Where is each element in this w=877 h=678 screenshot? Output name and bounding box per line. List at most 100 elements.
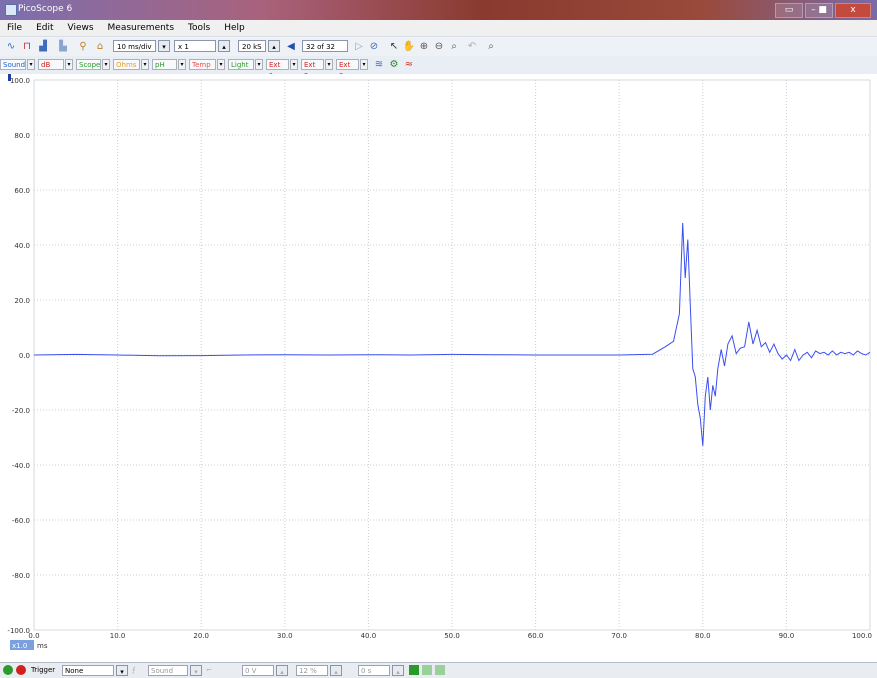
x-tick-label: 80.0 xyxy=(695,632,711,640)
trigger-source-dropdown[interactable]: ▾ xyxy=(190,665,202,676)
spectrum-alt-icon[interactable]: ▙ xyxy=(59,41,67,52)
trigger-label: Trigger xyxy=(31,666,56,674)
channel-ohms-button[interactable]: Ohms xyxy=(113,59,140,70)
menu-edit[interactable]: Edit xyxy=(36,23,54,33)
menu-views[interactable]: Views xyxy=(67,23,94,33)
menu-file[interactable]: File xyxy=(7,23,23,33)
undo-zoom-icon[interactable]: ↶ xyxy=(467,41,477,52)
zoom-spinner[interactable]: ▴ xyxy=(218,40,230,52)
add-ruler-icon[interactable] xyxy=(409,665,419,675)
trigger-rising-icon[interactable]: ⌐ xyxy=(206,666,212,674)
main-toolbar: ∿ ⊓ ▟ ▙ ⚲ ⌂ 10 ms/div ▾ x 1 ▴ 20 kS ▴ ◀ … xyxy=(0,36,877,58)
trigger-level-field[interactable]: 0 V xyxy=(242,665,274,676)
x-tick-label: 0.0 xyxy=(28,632,39,640)
pre-trigger-spinner[interactable]: ▴ xyxy=(330,665,342,676)
x-tick-label: 20.0 xyxy=(193,632,209,640)
y-tick-label: -60.0 xyxy=(12,517,30,525)
plot-frame xyxy=(33,79,871,631)
channel-ext1-dropdown[interactable]: ▾ xyxy=(290,59,298,70)
trigger-marker xyxy=(8,74,11,81)
samples-field[interactable]: 20 kS xyxy=(238,40,266,52)
trigger-delay-field[interactable]: 0 s xyxy=(358,665,390,676)
samples-spinner[interactable]: ▴ xyxy=(268,40,280,52)
buffer-field[interactable]: 32 of 32 xyxy=(302,40,348,52)
channel-light-dropdown[interactable]: ▾ xyxy=(255,59,263,70)
x-tick-label: 30.0 xyxy=(277,632,293,640)
trigger-edge-icon[interactable]: ⨍ xyxy=(132,666,136,674)
next-buffer-icon[interactable]: ▷ xyxy=(355,41,363,52)
window-title: PicoScope 6 xyxy=(18,4,73,14)
channel-ext2-dropdown[interactable]: ▾ xyxy=(325,59,333,70)
y-tick-label: -40.0 xyxy=(12,462,30,470)
sound-trace xyxy=(33,222,871,446)
menu-measurements[interactable]: Measurements xyxy=(107,23,175,33)
menu-tools[interactable]: Tools xyxy=(188,23,211,33)
hand-tool-icon[interactable]: ✋ xyxy=(402,41,416,52)
y-tick-label: 60.0 xyxy=(14,187,30,195)
start-icon[interactable] xyxy=(3,665,13,675)
home-icon[interactable]: ⌂ xyxy=(96,41,104,52)
probe-settings-icon[interactable]: ⚙ xyxy=(389,59,399,70)
channel-temp-dropdown[interactable]: ▾ xyxy=(217,59,225,70)
x-tick-label: 90.0 xyxy=(779,632,795,640)
x-tick-label: 40.0 xyxy=(361,632,377,640)
timebase-field[interactable]: 10 ms/div xyxy=(113,40,156,52)
x-tick-label: 10.0 xyxy=(110,632,126,640)
channel-scope-button[interactable]: Scope xyxy=(76,59,101,70)
channel-options-icon[interactable]: ≋ xyxy=(374,59,384,70)
scope-mode-icon[interactable]: ∿ xyxy=(6,41,16,52)
y-tick-label: 40.0 xyxy=(14,242,30,250)
persistence-mode-icon[interactable]: ⊓ xyxy=(23,41,31,52)
notes-icon[interactable] xyxy=(435,665,445,675)
ruler-icon[interactable] xyxy=(422,665,432,675)
minimize-maximize-button[interactable]: – ■ xyxy=(805,3,833,18)
x-scale-badge: x1.0 xyxy=(12,642,27,650)
x-tick-label: 70.0 xyxy=(611,632,627,640)
status-bar: Trigger None ▾ ⨍ Sound ▾ ⌐ 0 V ▴ 12 % ▴ … xyxy=(0,662,877,678)
pre-trigger-field[interactable]: 12 % xyxy=(296,665,328,676)
channel-sound-dropdown[interactable]: ▾ xyxy=(27,59,35,70)
trigger-level-spinner[interactable]: ▴ xyxy=(276,665,288,676)
y-tick-label: 20.0 xyxy=(14,297,30,305)
zoom-out-icon[interactable]: ⊖ xyxy=(434,41,444,52)
trigger-source-select[interactable]: Sound xyxy=(148,665,188,676)
y-tick-label: 0.0 xyxy=(19,352,30,360)
math-channel-icon[interactable]: ≈ xyxy=(404,59,414,70)
zoom-fit-icon[interactable]: ⌕ xyxy=(488,41,494,52)
stop-icon[interactable] xyxy=(16,665,26,675)
channel-ext2-button[interactable]: Ext 2 xyxy=(301,59,324,80)
x-tick-label: 50.0 xyxy=(444,632,460,640)
probe-icon[interactable]: ⚲ xyxy=(79,41,87,52)
channel-sound-button[interactable]: Sound xyxy=(0,59,26,70)
channel-temp-button[interactable]: Temp xyxy=(189,59,216,70)
channel-ext1-button[interactable]: Ext 1 xyxy=(266,59,289,80)
channel-light-button[interactable]: Light xyxy=(228,59,254,70)
app-icon xyxy=(5,4,17,16)
trigger-mode-dropdown[interactable]: ▾ xyxy=(116,665,128,676)
zoom-in-icon[interactable]: ⊕ xyxy=(419,41,429,52)
plot-grid xyxy=(33,79,871,631)
previous-buffer-icon[interactable]: ◀ xyxy=(287,41,295,52)
trigger-mode-select[interactable]: None xyxy=(62,665,114,676)
channel-ph-dropdown[interactable]: ▾ xyxy=(178,59,186,70)
channel-ext3-dropdown[interactable]: ▾ xyxy=(360,59,368,70)
channel-ohms-dropdown[interactable]: ▾ xyxy=(141,59,149,70)
pointer-tool-icon[interactable]: ↖ xyxy=(389,41,399,52)
spectrum-mode-icon[interactable]: ▟ xyxy=(39,41,47,52)
channel-ph-button[interactable]: pH xyxy=(152,59,177,70)
scope-plot[interactable]: 100.0 80.0 60.0 40.0 20.0 0.0 -20.0 -40.0 -60.0 -… xyxy=(0,74,877,650)
trigger-delay-spinner[interactable]: ▴ xyxy=(392,665,404,676)
zoom-field[interactable]: x 1 xyxy=(174,40,216,52)
timebase-dropdown[interactable]: ▾ xyxy=(158,40,170,52)
restore-button[interactable]: ▭ xyxy=(775,3,803,18)
channel-ext3-button[interactable]: Ext 3 xyxy=(336,59,359,80)
channel-scope-dropdown[interactable]: ▾ xyxy=(102,59,110,70)
zoom-area-icon[interactable]: ⌕ xyxy=(451,41,457,52)
stop-icon[interactable]: ⊘ xyxy=(369,41,379,52)
channel-db-dropdown[interactable]: ▾ xyxy=(65,59,73,70)
menu-help[interactable]: Help xyxy=(224,23,245,33)
channel-db-button[interactable]: dB xyxy=(38,59,64,70)
close-button[interactable]: x xyxy=(835,3,871,18)
y-tick-label: 80.0 xyxy=(14,132,30,140)
scope-view[interactable]: 100.0 80.0 60.0 40.0 20.0 0.0 -20.0 -40.0 -60.0 -… xyxy=(0,74,877,650)
